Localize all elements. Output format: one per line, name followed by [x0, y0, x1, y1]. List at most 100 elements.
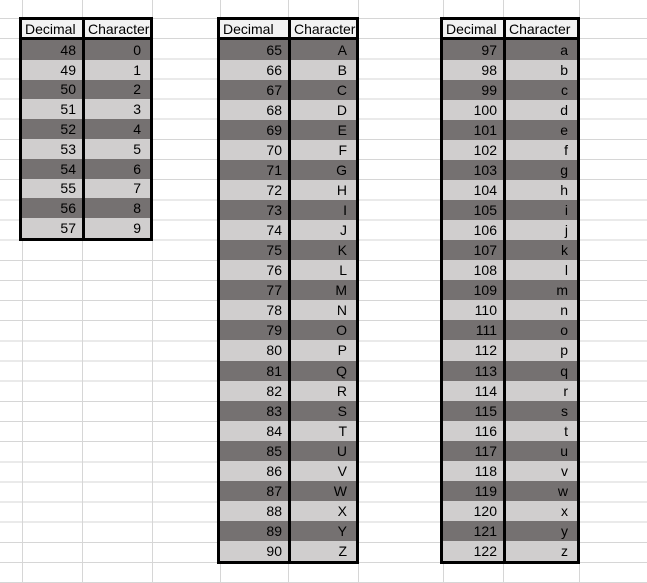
character-cell[interactable]: b [560, 62, 568, 79]
character-cell[interactable]: Y [337, 522, 347, 539]
character-cell[interactable]: 2 [133, 81, 141, 98]
character-cell[interactable]: K [337, 242, 347, 259]
character-cell[interactable]: y [561, 522, 568, 539]
character-cell[interactable]: E [337, 122, 347, 139]
character-cell[interactable]: o [560, 322, 568, 339]
character-cell[interactable]: h [560, 182, 568, 199]
decimal-cell[interactable]: 112 [443, 340, 506, 361]
character-cell[interactable]: 7 [133, 180, 141, 197]
character-cell[interactable]: m [556, 282, 568, 299]
decimal-cell[interactable]: 67 [220, 80, 291, 101]
header-decimal[interactable]: Decimal [22, 20, 85, 37]
character-cell[interactable]: R [336, 382, 347, 399]
decimal-cell[interactable]: 113 [443, 360, 506, 381]
decimal-cell[interactable]: 80 [220, 340, 291, 361]
character-cell[interactable]: W [333, 482, 347, 499]
character-cell[interactable]: G [336, 162, 347, 179]
decimal-cell[interactable]: 68 [220, 100, 291, 121]
character-cell[interactable]: N [336, 302, 347, 319]
character-cell[interactable]: z [561, 542, 568, 559]
character-cell[interactable]: u [560, 442, 568, 459]
decimal-cell[interactable]: 90 [220, 540, 291, 561]
character-cell[interactable]: f [564, 142, 568, 159]
character-cell[interactable]: T [338, 422, 347, 439]
decimal-cell[interactable]: 98 [443, 60, 506, 81]
character-cell[interactable]: s [561, 402, 568, 419]
decimal-cell[interactable]: 101 [443, 120, 506, 141]
decimal-cell[interactable]: 56 [22, 198, 85, 219]
decimal-cell[interactable]: 49 [22, 59, 85, 80]
character-cell[interactable]: k [561, 242, 568, 259]
character-cell[interactable]: Z [338, 542, 347, 559]
character-cell[interactable]: V [337, 462, 347, 479]
decimal-cell[interactable]: 110 [443, 300, 506, 321]
decimal-cell[interactable]: 117 [443, 440, 506, 461]
decimal-cell[interactable]: 122 [443, 540, 506, 561]
decimal-cell[interactable]: 75 [220, 240, 291, 261]
decimal-cell[interactable]: 72 [220, 180, 291, 201]
character-cell[interactable]: x [561, 502, 568, 519]
character-cell[interactable]: J [340, 222, 347, 239]
character-cell[interactable]: e [560, 122, 568, 139]
character-cell[interactable]: t [564, 422, 568, 439]
decimal-cell[interactable]: 108 [443, 260, 506, 281]
decimal-cell[interactable]: 79 [220, 320, 291, 341]
character-cell[interactable]: I [343, 202, 347, 219]
character-cell[interactable]: 3 [133, 101, 141, 118]
character-cell[interactable]: U [336, 442, 347, 459]
character-cell[interactable]: F [338, 142, 347, 159]
decimal-cell[interactable]: 85 [220, 440, 291, 461]
decimal-cell[interactable]: 77 [220, 280, 291, 301]
decimal-cell[interactable]: 82 [220, 380, 291, 401]
character-cell[interactable]: 6 [133, 160, 141, 177]
decimal-cell[interactable]: 97 [443, 40, 506, 61]
character-cell[interactable]: r [563, 382, 568, 399]
character-cell[interactable]: g [560, 162, 568, 179]
character-cell[interactable]: A [337, 42, 347, 59]
decimal-cell[interactable]: 74 [220, 220, 291, 241]
decimal-cell[interactable]: 65 [220, 40, 291, 61]
decimal-cell[interactable]: 51 [22, 99, 85, 120]
character-cell[interactable]: L [339, 262, 347, 279]
decimal-cell[interactable]: 71 [220, 160, 291, 181]
decimal-cell[interactable]: 87 [220, 480, 291, 501]
decimal-cell[interactable]: 81 [220, 360, 291, 381]
decimal-cell[interactable]: 50 [22, 79, 85, 100]
decimal-cell[interactable]: 103 [443, 160, 506, 181]
decimal-cell[interactable]: 52 [22, 119, 85, 139]
character-cell[interactable]: a [560, 42, 568, 59]
character-cell[interactable]: P [337, 342, 347, 359]
character-cell[interactable]: 4 [133, 121, 141, 138]
character-cell[interactable]: 1 [133, 61, 141, 78]
decimal-cell[interactable]: 53 [22, 138, 85, 159]
character-cell[interactable]: M [335, 282, 347, 299]
decimal-cell[interactable]: 48 [22, 40, 85, 60]
character-cell[interactable]: X [337, 502, 347, 519]
decimal-cell[interactable]: 104 [443, 180, 506, 201]
decimal-cell[interactable]: 116 [443, 420, 506, 441]
decimal-cell[interactable]: 114 [443, 380, 506, 401]
decimal-cell[interactable]: 106 [443, 220, 506, 241]
decimal-cell[interactable]: 111 [443, 320, 506, 341]
character-cell[interactable]: 5 [133, 140, 141, 157]
character-cell[interactable]: H [336, 182, 347, 199]
decimal-cell[interactable]: 84 [220, 420, 291, 441]
character-cell[interactable]: 9 [133, 220, 141, 237]
decimal-cell[interactable]: 105 [443, 200, 506, 221]
header-decimal[interactable]: Decimal [443, 20, 506, 37]
character-cell[interactable]: Q [336, 362, 347, 379]
character-cell[interactable]: d [560, 102, 568, 119]
character-cell[interactable]: n [560, 302, 568, 319]
decimal-cell[interactable]: 73 [220, 200, 291, 221]
decimal-cell[interactable]: 70 [220, 140, 291, 161]
decimal-cell[interactable]: 69 [220, 120, 291, 141]
decimal-cell[interactable]: 78 [220, 300, 291, 321]
decimal-cell[interactable]: 119 [443, 480, 506, 501]
decimal-cell[interactable]: 86 [220, 460, 291, 481]
character-cell[interactable]: l [564, 262, 568, 279]
decimal-cell[interactable]: 57 [22, 218, 85, 238]
decimal-cell[interactable]: 55 [22, 178, 85, 199]
header-character[interactable]: Character [88, 20, 150, 37]
decimal-cell[interactable]: 109 [443, 280, 506, 301]
